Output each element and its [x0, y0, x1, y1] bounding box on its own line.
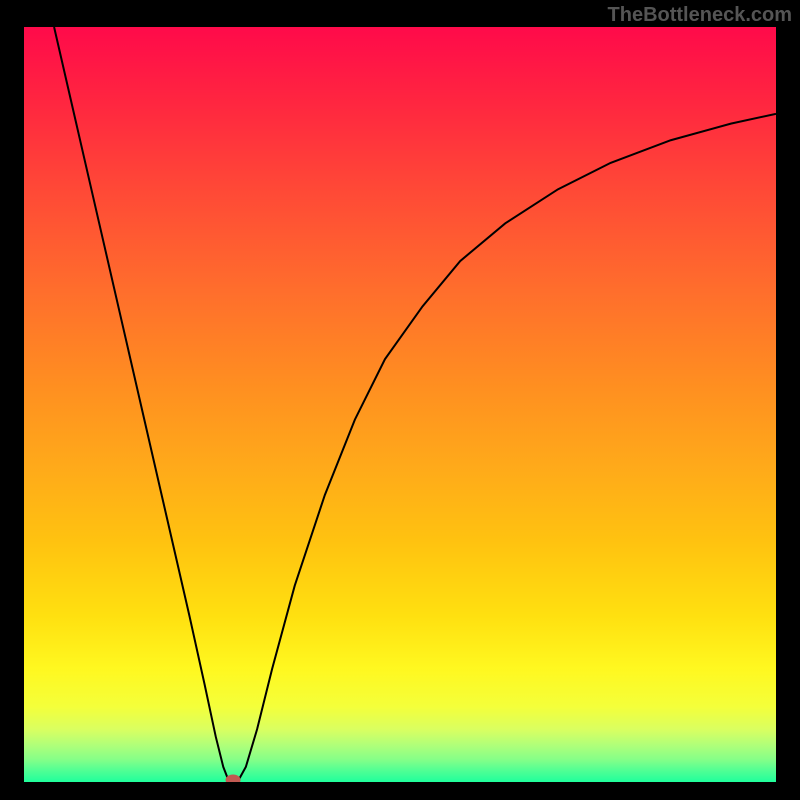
- minimum-marker-dot: [226, 775, 240, 782]
- chart-container: { "watermark": { "text": "TheBottleneck.…: [0, 0, 800, 800]
- plot-frame: [24, 27, 776, 782]
- bottleneck-curve: [54, 27, 776, 782]
- plot-svg: [24, 27, 776, 782]
- watermark-text: TheBottleneck.com: [608, 4, 792, 27]
